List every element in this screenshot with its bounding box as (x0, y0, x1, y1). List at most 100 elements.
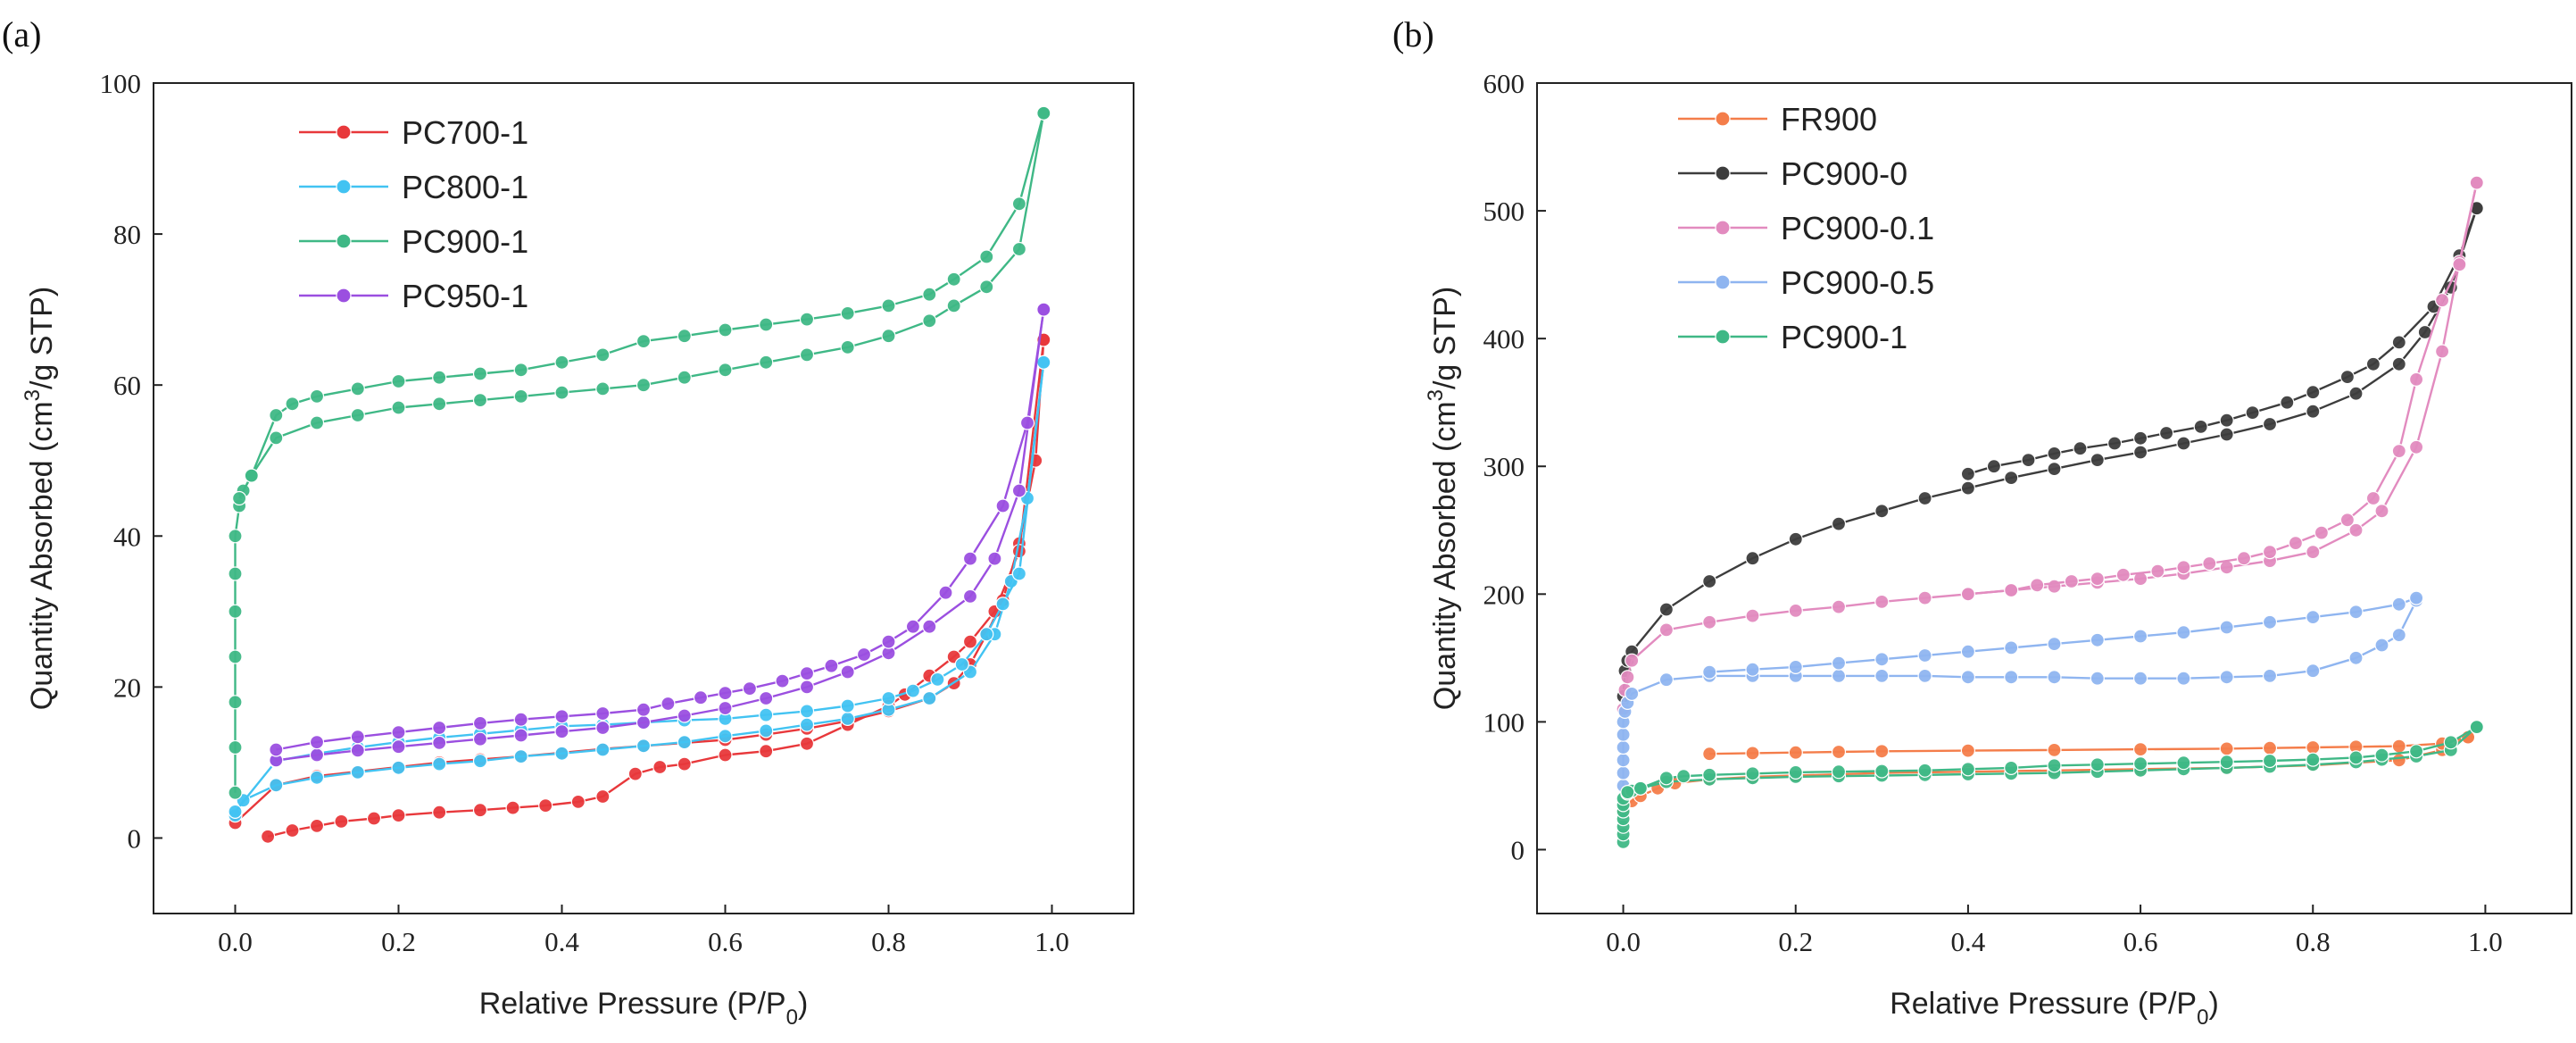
data-point (309, 415, 325, 430)
data-point (718, 685, 733, 701)
data-point (718, 700, 733, 716)
data-point (2176, 625, 2191, 640)
y-tick-label: 20 (113, 672, 141, 703)
data-point (1874, 763, 1890, 779)
panel-a: (a) 0.0 0.2 0.4 0.6 0.8 1.0 0 20 40 60 80 100 Relativ… (2, 14, 1134, 1030)
data-point (334, 814, 349, 830)
legend-marker (336, 233, 352, 249)
data-point (2348, 650, 2364, 665)
data-point (2202, 555, 2217, 572)
data-point (2391, 753, 2406, 768)
data-point (2306, 739, 2321, 755)
data-point (1616, 753, 1631, 768)
data-point (1036, 302, 1051, 317)
legend-entry: PC950-1 (299, 278, 528, 314)
data-point (2133, 430, 2148, 446)
data-point (2443, 735, 2458, 750)
data-point (2435, 293, 2450, 308)
plot-frame (1536, 82, 2572, 914)
data-point (979, 627, 994, 642)
y-tick-label: 400 (1483, 323, 1525, 355)
data-point (759, 723, 774, 738)
series-PC900-1 (1616, 719, 2484, 850)
x-tick-label: 0.2 (381, 926, 416, 957)
data-point (513, 363, 528, 378)
panel-b: (b) 0.0 0.2 0.4 0.6 0.8 1.0 0 100 200 300 400 500 600… (1392, 14, 2572, 1030)
data-point (2469, 719, 2484, 735)
y-axis-title-sup: 3 (21, 389, 45, 401)
x-tick-label: 0.4 (1951, 926, 1986, 957)
data-point (350, 743, 365, 758)
data-point (799, 717, 815, 732)
x-axis-title-end: ) (2208, 987, 2218, 1021)
data-point (595, 789, 611, 805)
data-point (2288, 535, 2303, 551)
data-point (1788, 603, 1803, 619)
y-tick-label: 0 (128, 822, 142, 854)
data-point (2004, 470, 2019, 486)
data-point (2374, 504, 2389, 519)
data-point (2150, 563, 2165, 579)
data-point (595, 720, 611, 736)
legend-label: PC700-1 (402, 114, 528, 151)
data-point (2280, 395, 2295, 410)
x-axis-title-sub: 0 (2197, 1005, 2208, 1030)
data-point (309, 747, 325, 763)
data-point (718, 747, 733, 763)
series-line-adsorption (1622, 599, 2418, 786)
data-point (799, 312, 815, 327)
data-point (1831, 668, 1847, 684)
y-axis-title-pre: Quantity Absorbed (cm (1428, 401, 1462, 710)
data-point (2262, 668, 2278, 684)
data-point (228, 804, 243, 820)
legend-entry: PC800-1 (299, 169, 528, 205)
data-point (2115, 567, 2131, 582)
data-point (1019, 415, 1035, 430)
data-point (979, 249, 994, 264)
data-point (1874, 594, 1890, 610)
data-point (1831, 655, 1847, 671)
data-point (799, 704, 815, 719)
data-point (228, 566, 243, 581)
data-point (840, 711, 855, 727)
data-point (1745, 662, 1760, 677)
data-point (1960, 466, 1975, 481)
data-point (1874, 744, 1890, 759)
data-point (2004, 670, 2019, 685)
series-PC900-0.5 (1616, 590, 2424, 794)
data-point (391, 760, 406, 775)
legend-marker (1715, 220, 1731, 236)
data-point (595, 705, 611, 722)
data-point (759, 707, 774, 722)
data-point (922, 313, 937, 329)
data-point (1011, 196, 1027, 212)
series-PC700-1 (228, 332, 1051, 844)
data-point (946, 298, 961, 313)
data-point (285, 822, 300, 839)
data-point (759, 355, 774, 370)
data-point (1702, 747, 1717, 762)
data-point (472, 366, 488, 381)
data-point (856, 647, 872, 663)
data-point (570, 794, 586, 810)
data-point (987, 551, 1002, 566)
data-point (228, 649, 243, 664)
data-point (554, 724, 569, 739)
data-point (1616, 739, 1631, 755)
data-point (1788, 659, 1803, 675)
data-point (554, 355, 569, 370)
data-point (595, 742, 611, 757)
data-point (930, 672, 945, 688)
data-point (1011, 566, 1027, 581)
legend-marker (1715, 165, 1731, 181)
y-axis-title: Quantity Absorbed (cm3/g STP) (1424, 287, 1462, 710)
y-axis-title-post: /g STP) (25, 287, 59, 389)
data-point (2314, 525, 2329, 540)
data-point (2262, 740, 2278, 755)
series-line-adsorption (234, 113, 1045, 793)
y-tick-label: 100 (100, 68, 142, 99)
data-point (554, 746, 569, 761)
data-point (2047, 446, 2062, 461)
x-tick-label: 1.0 (2468, 926, 2503, 957)
data-point (228, 739, 243, 755)
